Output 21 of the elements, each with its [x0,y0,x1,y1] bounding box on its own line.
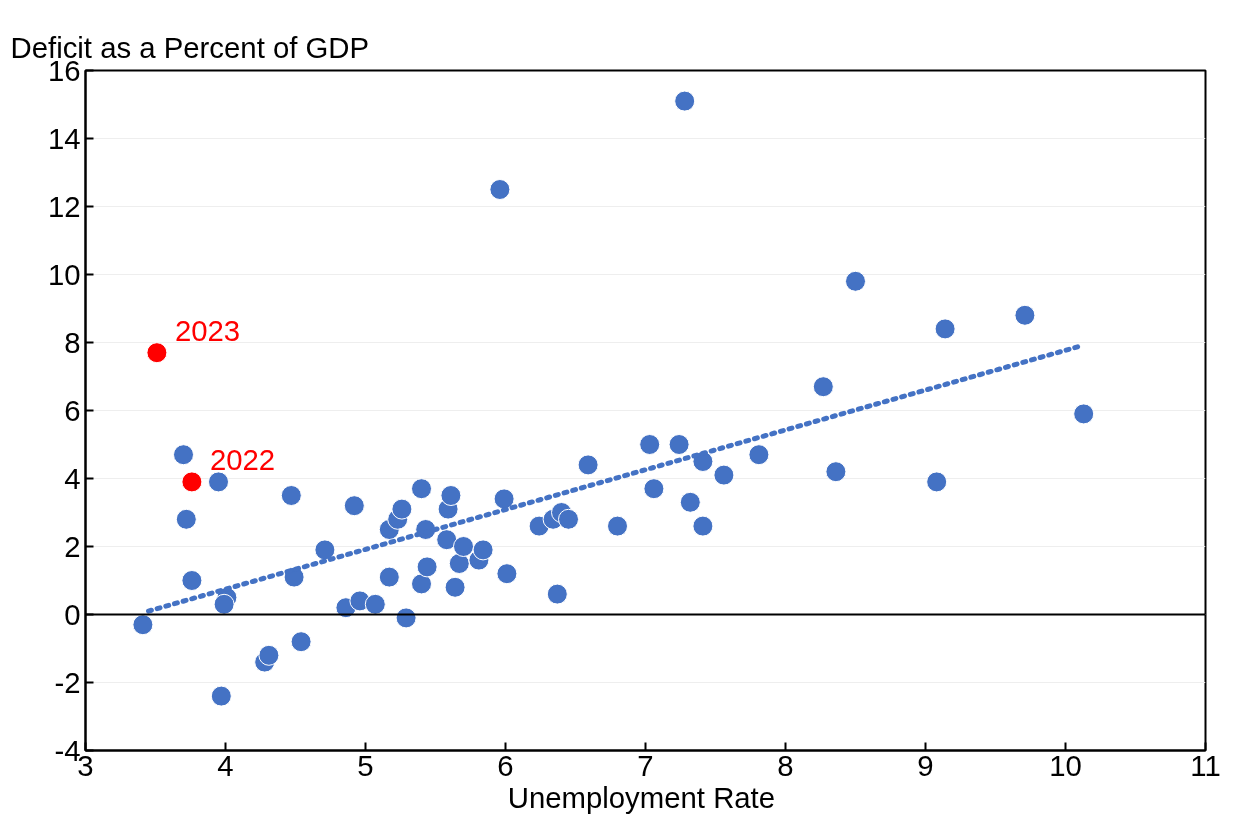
y-tick-label: 4 [64,461,81,495]
y-tick-label: 12 [47,189,81,223]
annotation: 2022 [209,442,276,476]
y-tick-label: -2 [54,665,81,699]
x-tick-label: 4 [217,748,234,782]
annotation: 2023 [174,313,241,347]
y-tick-label: 0 [64,597,81,631]
x-tick-label: 7 [637,748,654,782]
y-tick-label: 10 [47,257,81,291]
x-tick-label: 6 [497,748,514,782]
y-tick-label: 2 [64,529,81,563]
y-tick-label: 8 [64,325,81,359]
x-tick-label: 8 [777,748,794,782]
y-tick-label: -4 [54,733,81,767]
x-tick-label: 10 [1049,748,1082,782]
y-tick-label: 6 [64,393,81,427]
x-tick-label: 5 [357,748,374,782]
y-tick-label: 14 [47,121,81,155]
x-tick-label: 11 [1190,748,1221,782]
x-tick-label: 9 [917,748,934,782]
x-axis-title: Unemployment Rate [507,780,776,814]
